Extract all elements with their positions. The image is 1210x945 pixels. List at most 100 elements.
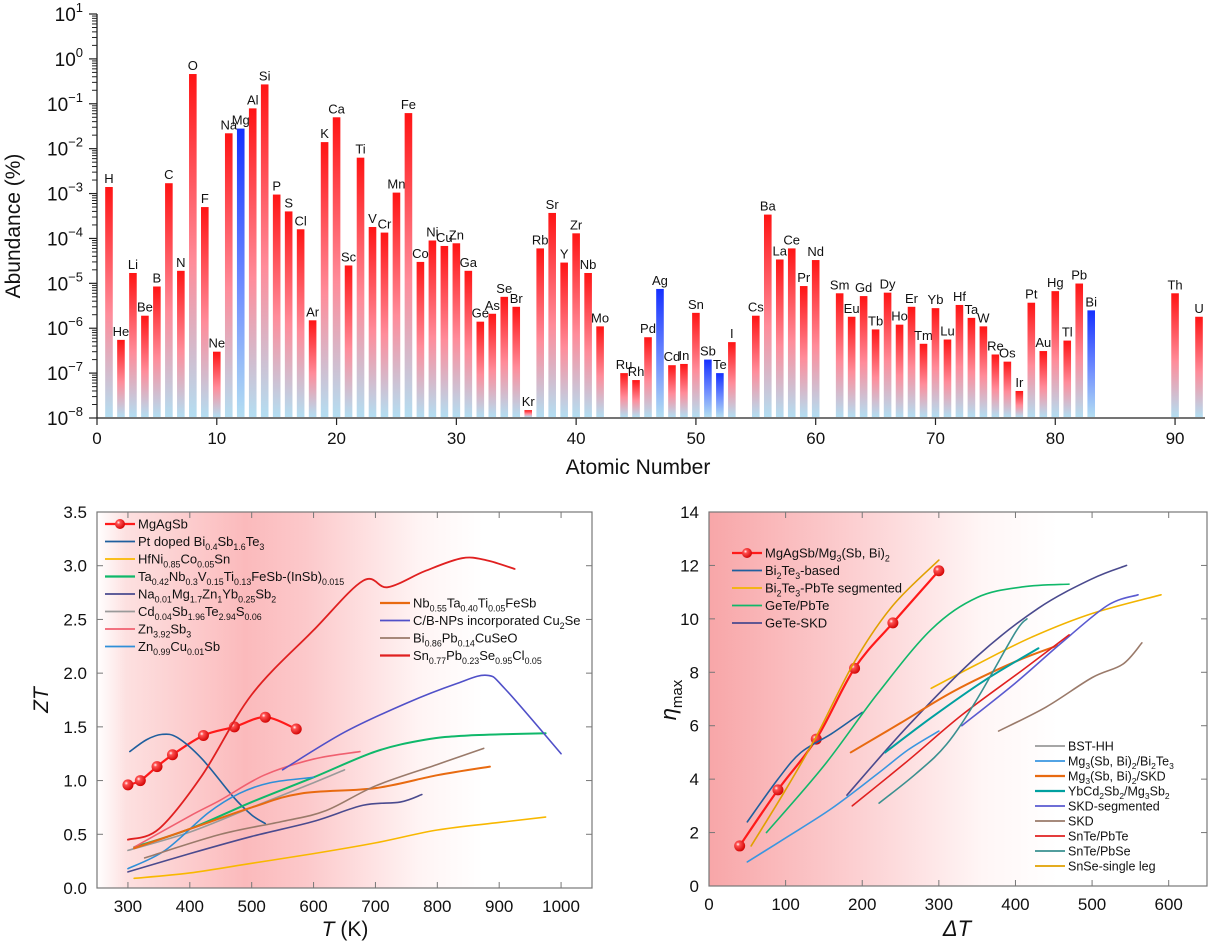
y-tick-label: 10−4 — [47, 224, 83, 250]
bar-Mo — [596, 326, 604, 417]
bar-S — [284, 211, 293, 417]
y-tick-label: 2.0 — [63, 664, 87, 683]
label-part: SnSe-single leg — [1068, 859, 1156, 873]
bar-label-Bi: Bi — [1085, 294, 1097, 309]
label-subscript: 0.42 — [152, 577, 169, 587]
label-part: MgAgSb — [138, 517, 188, 532]
bar-Ba — [763, 214, 772, 417]
label-subscript: 0.4 — [205, 542, 217, 552]
bar-Nd — [811, 260, 820, 417]
bar-label-Ba: Ba — [760, 199, 777, 214]
data-point-marker — [734, 840, 746, 852]
bar-label-I: I — [730, 326, 734, 341]
label-part: -PbTe segmented — [800, 581, 902, 596]
tick-base: 10 — [47, 274, 68, 295]
label-subscript: 1 — [217, 594, 222, 604]
label-subscript: 2 — [1151, 761, 1156, 771]
bar-Ca — [332, 117, 341, 417]
label-part: Se — [565, 613, 581, 628]
label-subscript: 0.25 — [238, 594, 255, 604]
legend-label-6: Zn3.92Sb3 — [138, 622, 191, 640]
bar-Ti — [356, 157, 365, 417]
y-tick-label: 12 — [680, 556, 699, 575]
plot-frame — [96, 511, 593, 889]
axis-var: T — [322, 918, 337, 941]
tick-base: 10 — [55, 5, 76, 26]
bar-Tb — [871, 329, 880, 417]
bar-label-O: O — [188, 58, 198, 73]
bar-label-Sn: Sn — [688, 297, 704, 312]
legend-marker — [742, 548, 752, 558]
legend-label-9: C/B-NPs incorporated Cu2Se — [413, 613, 581, 631]
bar-label-Rb: Rb — [532, 232, 549, 247]
legend-label-8: Nb0.55Ta0.40Ti0.05FeSb — [413, 596, 536, 614]
label-part: Cl — [512, 648, 524, 663]
legend-label-11: Sn0.77Pb0.23Se0.95Cl0.05 — [413, 648, 542, 666]
bar-label-Ne: Ne — [208, 336, 225, 351]
series-line-13 — [750, 559, 940, 847]
label-part: Nb — [413, 596, 430, 611]
legend-label-5: BST-HH — [1068, 739, 1114, 753]
label-part: SnTe/PbTe — [1068, 829, 1129, 843]
label-part: Te — [205, 604, 219, 619]
bar-label-Cr: Cr — [378, 217, 392, 232]
label-part: /Bi — [1137, 754, 1152, 768]
y-tick-label: 3.5 — [63, 503, 87, 522]
bar-Hf — [955, 304, 964, 417]
label-part: V — [198, 569, 207, 584]
bar-label-H: H — [104, 171, 113, 186]
tick-base: 10 — [47, 229, 68, 250]
x-tick-label: 60 — [806, 429, 825, 448]
series-line-8 — [884, 647, 1040, 754]
data-point-marker — [122, 779, 134, 791]
bar-Ir — [1015, 390, 1024, 417]
label-subscript: 0.99 — [153, 647, 170, 657]
x-tick-label: 70 — [926, 429, 945, 448]
label-subscript: 0.05 — [197, 559, 214, 569]
y-tick-label: 10−8 — [47, 404, 83, 430]
bar-Kr — [524, 410, 533, 417]
x-tick-label: 100 — [771, 895, 799, 914]
x-tick-label: 300 — [114, 897, 142, 916]
bar-label-Mg: Mg — [232, 113, 250, 128]
data-point-marker — [197, 729, 209, 741]
bar-label-Os: Os — [999, 346, 1016, 361]
tick-base: 10 — [47, 140, 68, 161]
legend-label-4: GeTe-SKD — [765, 616, 827, 631]
bar-V — [368, 226, 377, 417]
tick-exponent: −5 — [68, 269, 83, 284]
axis-subscript: max — [669, 679, 686, 708]
y-tick-label: 1.5 — [63, 718, 87, 737]
bar-label-Be: Be — [137, 300, 153, 315]
label-subscript: 3 — [186, 629, 191, 639]
bar-Ag — [656, 288, 664, 417]
label-subscript: 0.015 — [322, 577, 344, 587]
bar-label-Pd: Pd — [640, 321, 656, 336]
bar-label-Pr: Pr — [797, 270, 811, 285]
bar-F — [201, 207, 209, 417]
label-subscript: 0.04 — [155, 612, 172, 622]
x-tick-label: 700 — [361, 897, 389, 916]
label-subscript: 2 — [1132, 776, 1137, 786]
label-part: Zn — [138, 639, 153, 654]
label-subscript: 0.23 — [462, 656, 479, 666]
efficiency-chart: 0 100 200 300 400 500 60002468101214MgAgSb/Mg3… — [656, 503, 1208, 941]
bar-label-Cd: Cd — [664, 349, 681, 364]
bar-P — [272, 194, 281, 417]
series-line-7 — [849, 644, 1059, 754]
y-tick-label: 10−6 — [47, 314, 83, 340]
bar-W — [979, 326, 988, 417]
label-part: Sn — [413, 648, 429, 663]
label-subscript: 0.55 — [430, 603, 447, 613]
bar-label-Te: Te — [713, 357, 727, 372]
tick-base: 10 — [47, 319, 68, 340]
label-part: Zn — [202, 587, 217, 602]
bar-Li — [129, 272, 137, 417]
bar-label-Re: Re — [987, 338, 1004, 353]
data-point-marker — [259, 711, 271, 723]
bar-label-Co: Co — [412, 246, 429, 261]
bar-He — [117, 339, 125, 417]
label-part: FeSb-(InSb) — [251, 569, 322, 584]
bar-B — [153, 286, 161, 417]
x-tick-label: 500 — [1078, 895, 1106, 914]
